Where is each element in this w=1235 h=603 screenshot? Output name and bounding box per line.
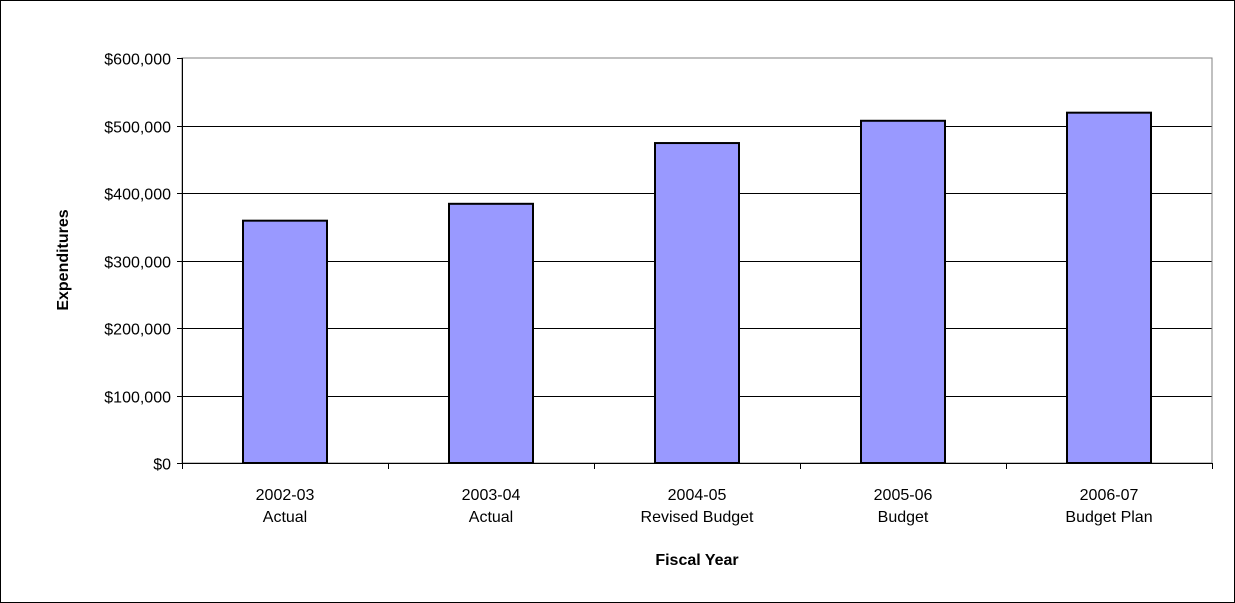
bars bbox=[242, 111, 1152, 465]
x-tick-labels: 2002-03 Actual 2003-04 Actual 2004-05 Revised… bbox=[256, 487, 1153, 526]
bar bbox=[448, 202, 534, 465]
x-tick-label: 2006-07 Budget Plan bbox=[1065, 487, 1152, 526]
x-axis-title: Fiscal Year bbox=[655, 552, 738, 569]
x-tick-label: 2004-05 Revised Budget bbox=[641, 487, 755, 526]
bar bbox=[1066, 111, 1152, 465]
x-tick-label: 2002-03 Actual bbox=[256, 487, 315, 526]
y-axis-title: Expenditures bbox=[55, 209, 72, 310]
y-tick-label: $300,000 bbox=[104, 255, 171, 272]
x-tick-label: 2005-06 Budget bbox=[874, 487, 933, 526]
y-tick-label: $0 bbox=[153, 457, 171, 474]
y-tick-label: $400,000 bbox=[104, 187, 171, 204]
bar bbox=[242, 219, 328, 464]
axes bbox=[177, 58, 1213, 469]
y-tick-labels: $0 $100,000 $200,000 $300,000 $400,000 $500,0… bbox=[104, 52, 171, 474]
y-tick-label: $500,000 bbox=[104, 120, 171, 137]
bar bbox=[654, 142, 740, 465]
bar bbox=[860, 119, 946, 465]
x-tick-label: 2003-04 Actual bbox=[462, 487, 521, 526]
y-tick-label: $100,000 bbox=[104, 390, 171, 407]
y-tick-label: $200,000 bbox=[104, 322, 171, 339]
y-tick-label: $600,000 bbox=[104, 52, 171, 69]
